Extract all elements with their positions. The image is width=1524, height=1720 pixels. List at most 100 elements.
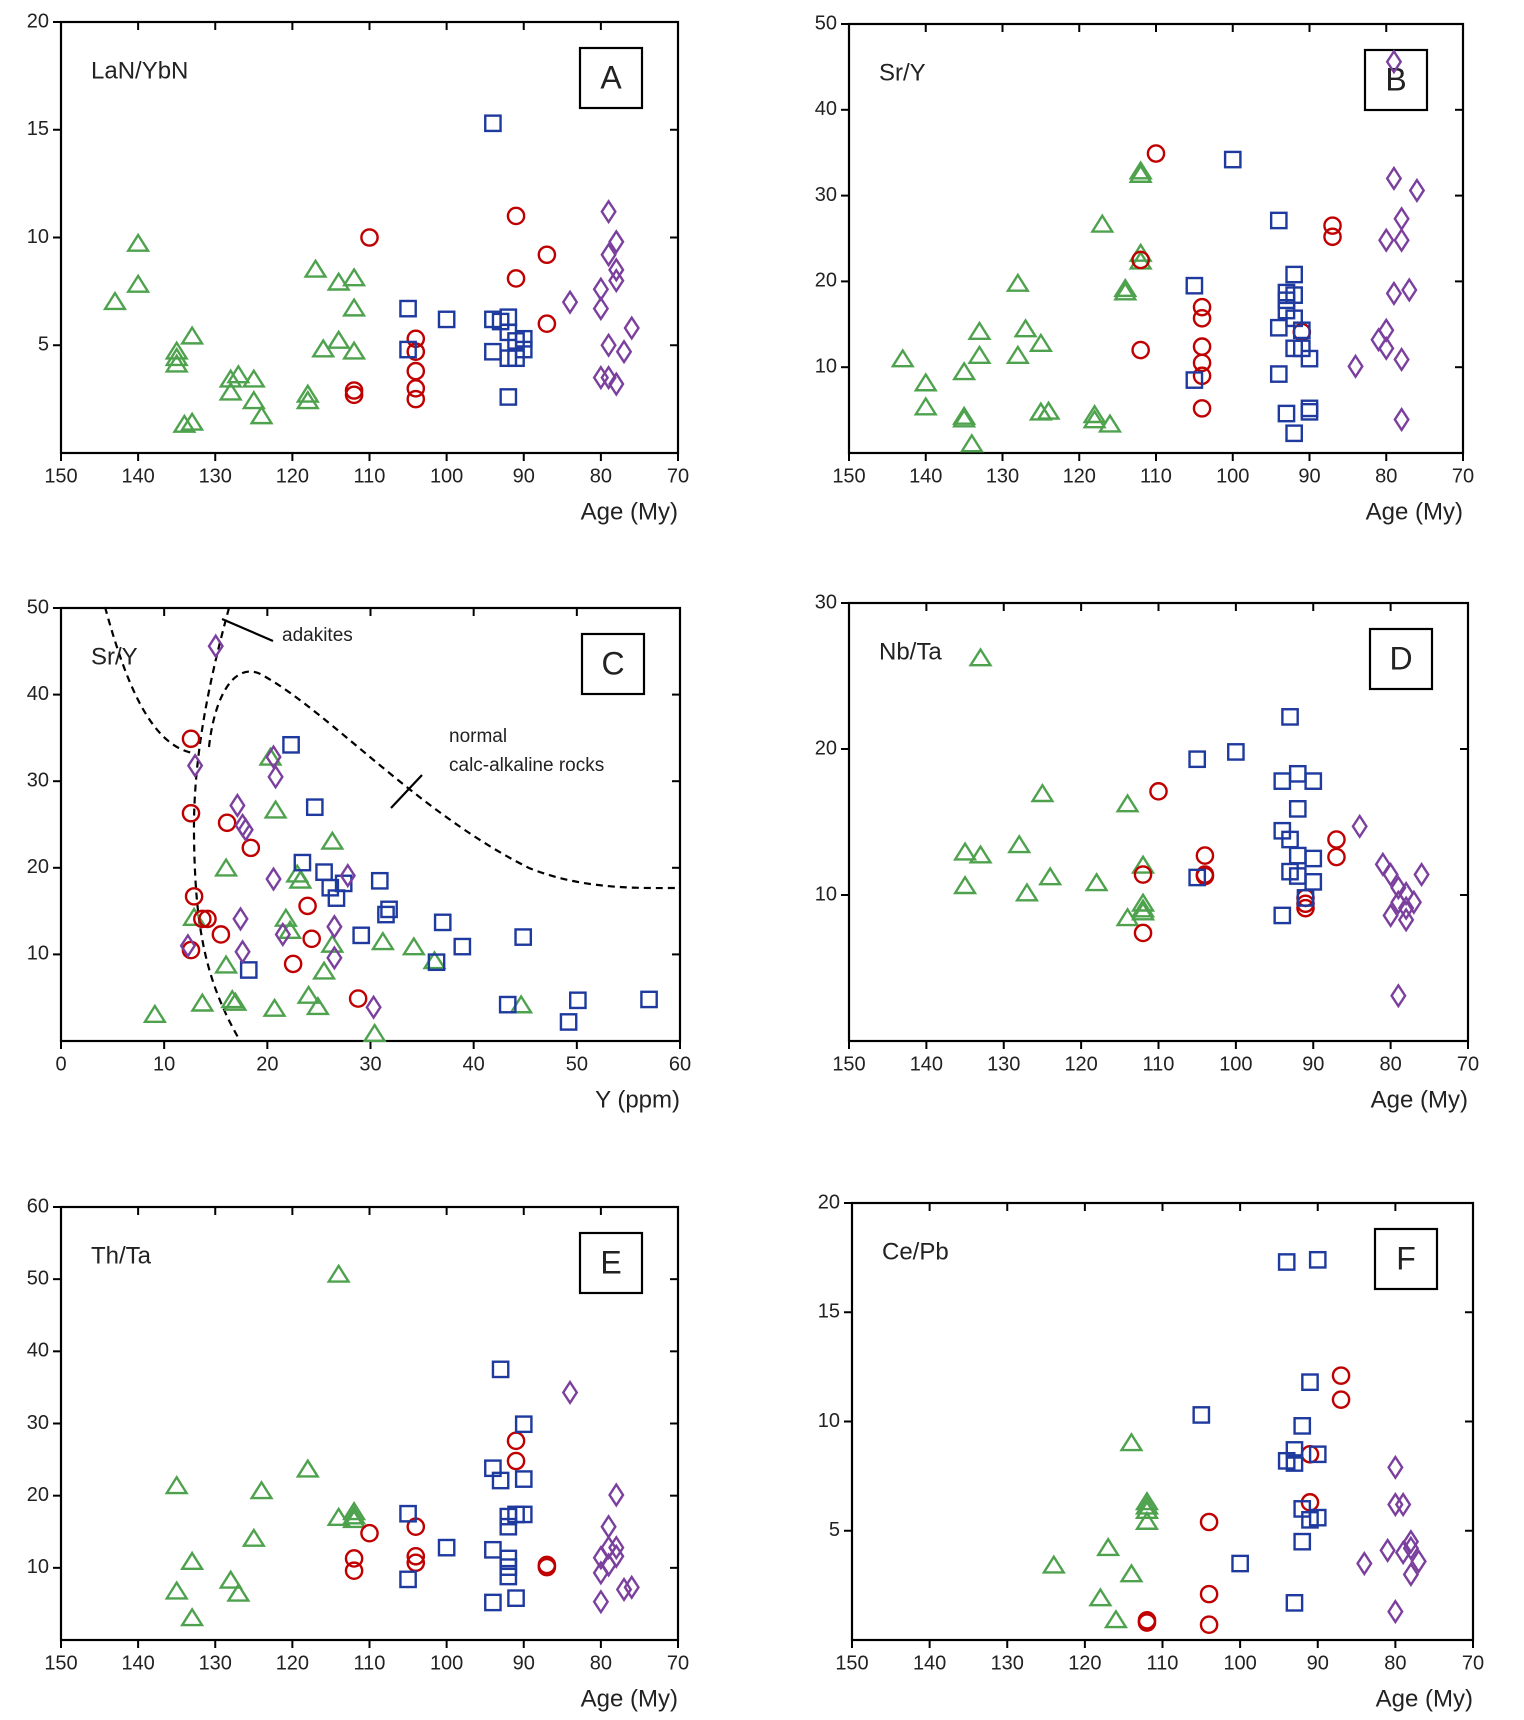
annotation: normal <box>449 726 507 747</box>
data-point <box>1227 743 1245 761</box>
x-tick-label: 120 <box>1068 1652 1101 1674</box>
x-tick-label: 20 <box>256 1053 278 1075</box>
data-point <box>1327 830 1346 849</box>
data-point <box>1188 868 1207 887</box>
panel-c-curves <box>103 606 681 1040</box>
data-point <box>967 344 992 364</box>
x-tick-label: 0 <box>55 1053 66 1075</box>
data-point <box>623 1574 640 1600</box>
data-point <box>1382 902 1399 928</box>
data-point <box>399 340 417 359</box>
data-point <box>1014 882 1040 902</box>
data-point <box>427 953 446 972</box>
data-point <box>1301 1373 1319 1392</box>
panel-letter: A <box>600 59 622 95</box>
data-point <box>1393 406 1410 433</box>
data-point <box>1030 783 1055 803</box>
data-point <box>277 919 303 939</box>
data-point <box>1402 1535 1420 1561</box>
y-tick-label: 15 <box>27 118 49 140</box>
x-axis-label: Age (My) <box>1376 1685 1473 1712</box>
data-point <box>1097 413 1123 433</box>
data-point <box>1281 708 1299 726</box>
data-point <box>1304 849 1323 868</box>
panel-label: Sr/Y <box>91 643 138 670</box>
data-point <box>890 348 915 368</box>
x-tick-label: 60 <box>669 1053 691 1075</box>
data-point <box>1393 346 1410 373</box>
data-point <box>190 992 215 1012</box>
data-point <box>1119 1432 1144 1452</box>
data-point <box>1131 340 1150 360</box>
data-point <box>126 273 151 293</box>
data-point <box>239 961 258 979</box>
data-point <box>327 889 346 907</box>
x-tick-label: 130 <box>986 465 1019 487</box>
data-point <box>600 199 617 225</box>
data-point <box>296 984 321 1004</box>
data-point <box>1285 1594 1304 1612</box>
data-point <box>218 1569 243 1589</box>
y-tick-label: 20 <box>27 856 49 878</box>
x-axis-label: Age (My) <box>1366 498 1463 525</box>
x-tick-label: 90 <box>513 1652 535 1674</box>
data-point <box>213 857 239 877</box>
data-point <box>1397 907 1415 933</box>
data-point <box>1308 1508 1327 1527</box>
data-point <box>399 299 417 318</box>
data-point <box>1304 772 1323 790</box>
data-point <box>1007 834 1032 854</box>
x-tick-label: 130 <box>199 465 232 487</box>
data-point <box>1005 272 1030 292</box>
data-point <box>559 1013 578 1031</box>
y-tick-label: 20 <box>815 270 837 292</box>
data-point <box>180 325 205 345</box>
data-point <box>1405 889 1423 915</box>
y-tick-label: 40 <box>815 98 837 120</box>
data-point <box>514 1415 533 1434</box>
data-point <box>600 332 617 358</box>
data-point <box>1146 144 1166 163</box>
data-point <box>1119 1563 1144 1583</box>
data-point <box>1273 906 1292 925</box>
y-tick-label: 50 <box>27 1267 49 1289</box>
panel-label: Nb/Ta <box>879 638 942 665</box>
x-tick-label: 90 <box>1302 1053 1324 1075</box>
data-point <box>1327 847 1346 867</box>
data-point <box>1269 211 1288 230</box>
data-point <box>226 1582 251 1602</box>
data-point <box>1231 1554 1249 1573</box>
data-point <box>315 863 333 881</box>
data-point <box>1285 1441 1304 1459</box>
y-tick-label: 10 <box>27 1556 49 1578</box>
data-point <box>1036 400 1061 420</box>
panel-letter-box <box>1373 1227 1439 1291</box>
panel: 150 140 130 120 110 100 90 80 70 5 10 15 20 Age (My) C… <box>818 1191 1484 1712</box>
leader-line <box>221 617 274 643</box>
data-point <box>1134 1510 1160 1530</box>
data-point <box>1149 782 1168 801</box>
data-point <box>491 1360 510 1379</box>
data-point <box>360 228 379 247</box>
data-point <box>1323 216 1342 235</box>
data-point <box>1273 772 1292 790</box>
data-point <box>506 1451 526 1471</box>
panel-letter: C <box>601 645 624 681</box>
data-point <box>1356 1550 1373 1577</box>
x-tick-label: 80 <box>1380 1053 1402 1075</box>
data-point <box>226 364 251 384</box>
data-point <box>1088 1587 1113 1607</box>
data-point <box>1394 1491 1412 1518</box>
data-point <box>968 647 993 667</box>
y-tick-label: 15 <box>818 1301 840 1323</box>
data-point <box>1292 321 1311 340</box>
data-point <box>218 381 243 401</box>
data-point <box>1300 349 1319 368</box>
data-point <box>220 989 245 1009</box>
data-point <box>1013 318 1038 338</box>
y-tick-label: 10 <box>815 883 837 905</box>
data-point <box>334 874 353 893</box>
data-point <box>1410 1548 1427 1574</box>
data-point <box>399 1504 417 1523</box>
